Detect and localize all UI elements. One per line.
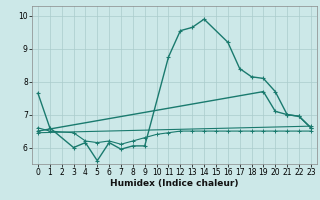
X-axis label: Humidex (Indice chaleur): Humidex (Indice chaleur)	[110, 179, 239, 188]
